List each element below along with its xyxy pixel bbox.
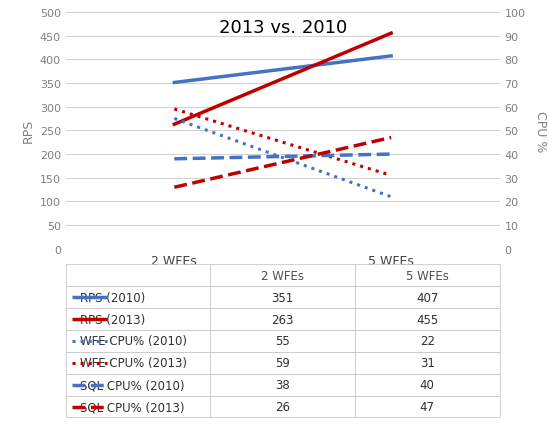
Y-axis label: CPU %: CPU % [534, 110, 547, 152]
Text: 2013 vs. 2010: 2013 vs. 2010 [219, 19, 347, 37]
Y-axis label: RPS: RPS [21, 119, 35, 143]
